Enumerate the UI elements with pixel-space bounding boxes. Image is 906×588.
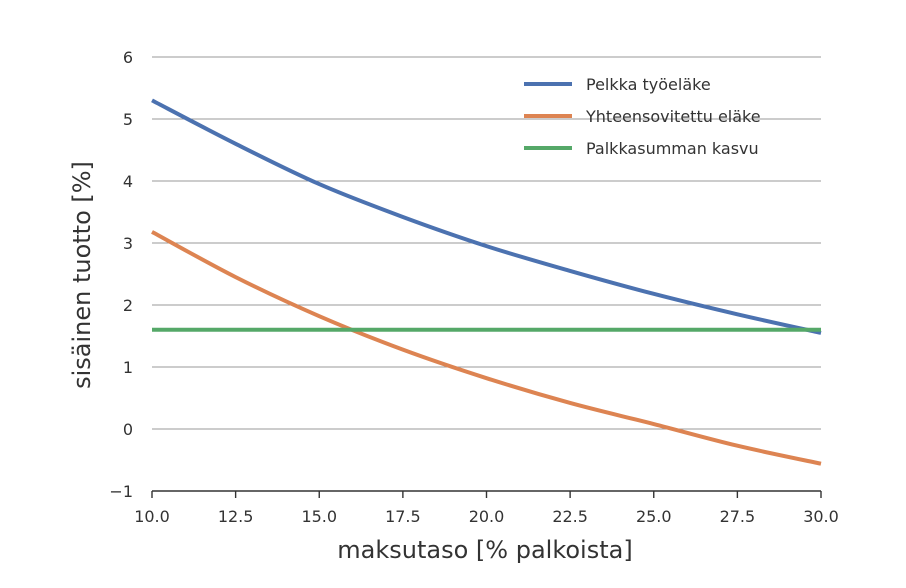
x-tick-label: 22.5 — [552, 507, 588, 526]
y-tick-label: −1 — [109, 482, 133, 501]
y-tick-label: 3 — [123, 234, 133, 253]
y-axis: −1 0 1 2 3 4 5 6 — [109, 48, 133, 501]
legend-label: Palkkasumman kasvu — [586, 139, 759, 158]
x-tick-label: 17.5 — [385, 507, 421, 526]
grid-lines — [152, 56, 821, 430]
y-tick-label: 0 — [123, 420, 133, 439]
y-tick-label: 2 — [123, 296, 133, 315]
x-tick-label: 30.0 — [803, 507, 839, 526]
x-tick-label: 15.0 — [301, 507, 337, 526]
legend-label: Pelkka työeläke — [586, 75, 711, 94]
series-line-1 — [151, 98, 822, 335]
series-line-2 — [151, 230, 822, 466]
y-axis-title: sisäinen tuotto [%] — [68, 161, 96, 389]
legend-label: Yhteensovitettu eläke — [585, 107, 761, 126]
y-tick-label: 5 — [123, 110, 133, 129]
legend: Pelkka työeläke Yhteensovitettu eläke Palk… — [524, 75, 761, 158]
x-axis: 10.0 12.5 15.0 17.5 20.0 22.5 25.0 27.5 30.0 — [134, 490, 839, 526]
x-tick-label: 20.0 — [469, 507, 505, 526]
series-lines — [151, 98, 822, 466]
y-tick-label: 1 — [123, 358, 133, 377]
x-tick-label: 12.5 — [218, 507, 254, 526]
x-tick-label: 25.0 — [636, 507, 672, 526]
x-tick-label: 27.5 — [720, 507, 756, 526]
y-tick-label: 6 — [123, 48, 133, 67]
y-tick-label: 4 — [123, 172, 133, 191]
x-tick-label: 10.0 — [134, 507, 170, 526]
x-axis-title: maksutaso [% palkoista] — [337, 536, 632, 564]
